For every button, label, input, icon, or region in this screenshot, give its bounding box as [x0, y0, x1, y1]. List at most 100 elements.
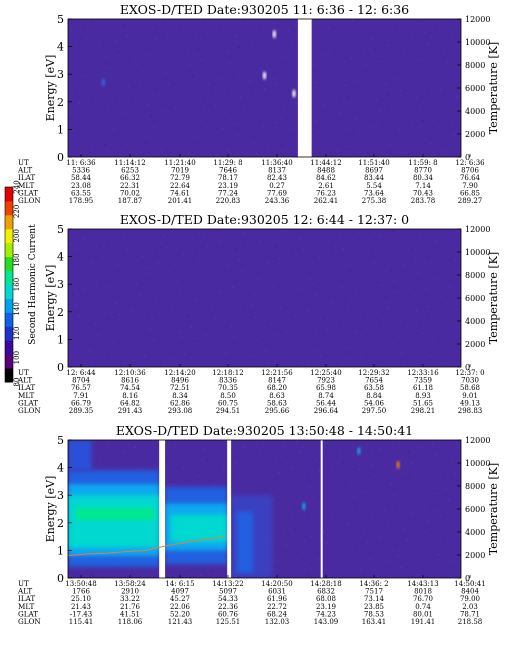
noise-pixel — [251, 92, 254, 94]
noise-pixel — [109, 116, 112, 119]
noise-pixel — [203, 448, 205, 450]
noise-pixel — [391, 444, 394, 446]
noise-pixel — [373, 475, 376, 478]
noise-pixel — [280, 144, 282, 146]
noise-pixel — [454, 472, 456, 474]
row-value: 41.51 — [120, 610, 140, 618]
noise-pixel — [285, 330, 288, 332]
noise-pixel — [201, 59, 203, 61]
noise-pixel — [228, 150, 230, 152]
noise-pixel — [407, 451, 410, 453]
noise-pixel — [247, 244, 249, 246]
noise-pixel — [225, 477, 228, 480]
noise-pixel — [269, 273, 271, 276]
noise-pixel — [221, 127, 224, 130]
row-value: 8770 — [414, 167, 432, 175]
noise-pixel — [294, 528, 297, 531]
noise-pixel — [304, 562, 307, 565]
noise-pixel — [356, 293, 358, 295]
spectrogram-background — [68, 229, 461, 367]
noise-pixel — [283, 444, 286, 447]
noise-pixel — [347, 96, 350, 98]
noise-pixel — [120, 151, 122, 153]
noise-pixel — [387, 94, 390, 96]
noise-pixel — [348, 358, 351, 361]
noise-pixel — [312, 497, 314, 499]
noise-pixel — [410, 124, 412, 126]
noise-pixel — [230, 325, 233, 327]
colorbar-label: Second Harmonic Current — [28, 224, 38, 345]
colorbar-tick-label: 200 — [13, 229, 21, 242]
noise-pixel — [194, 463, 196, 465]
plot-area — [68, 19, 461, 157]
noise-pixel — [369, 552, 371, 554]
noise-pixel — [281, 56, 284, 58]
colorbar-segment — [5, 326, 13, 341]
panels: EXOS-D/TED Date:930205 11: 6:36 - 12: 6:… — [17, 2, 500, 626]
noise-pixel — [421, 332, 424, 335]
noise-pixel — [266, 262, 268, 264]
noise-pixel — [255, 442, 258, 444]
row-value: 11:36:40 — [261, 159, 292, 167]
noise-pixel — [330, 466, 332, 468]
noise-pixel — [183, 567, 186, 569]
y-tick-label: 2 — [57, 96, 64, 109]
noise-pixel — [408, 287, 410, 289]
noise-pixel — [401, 140, 403, 142]
y2-tick-label: 4000 — [465, 317, 485, 326]
noise-pixel — [72, 293, 74, 295]
noise-pixel — [459, 107, 461, 109]
noise-pixel — [232, 73, 235, 76]
noise-pixel — [296, 364, 298, 366]
noise-pixel — [440, 88, 442, 90]
noise-pixel — [81, 277, 83, 279]
row-value: 25.10 — [71, 595, 91, 603]
noise-pixel — [213, 482, 216, 484]
noise-pixel — [427, 305, 430, 308]
noise-pixel — [69, 331, 71, 333]
noise-pixel — [182, 468, 184, 470]
noise-pixel — [91, 361, 94, 363]
noise-pixel — [266, 476, 268, 478]
row-label: GLON — [18, 406, 41, 415]
noise-pixel — [85, 338, 88, 340]
row-value: 45.27 — [170, 595, 190, 603]
intensity-spot — [302, 502, 306, 511]
row-value: 68.24 — [267, 610, 288, 618]
row-value: 78.17 — [218, 174, 238, 182]
noise-pixel — [276, 346, 279, 348]
noise-pixel — [424, 508, 426, 510]
row-value: 0.27 — [269, 182, 285, 190]
row-value: 9.01 — [462, 392, 478, 400]
noise-pixel — [285, 544, 288, 546]
noise-pixel — [439, 515, 441, 517]
noise-pixel — [359, 255, 361, 257]
noise-pixel — [275, 83, 278, 85]
noise-pixel — [166, 34, 169, 36]
noise-pixel — [408, 74, 411, 76]
noise-pixel — [71, 30, 73, 32]
noise-pixel — [451, 247, 454, 249]
y2-tick-label: 10000 — [465, 248, 490, 257]
noise-pixel — [358, 468, 361, 471]
intensity-spot — [292, 89, 296, 98]
noise-pixel — [223, 302, 225, 304]
noise-pixel — [427, 519, 429, 522]
noise-pixel — [367, 239, 370, 241]
intensity-spot — [272, 30, 276, 39]
noise-pixel — [238, 46, 240, 49]
noise-pixel — [197, 475, 199, 477]
row-value: 289.35 — [69, 407, 94, 415]
noise-pixel — [319, 43, 321, 45]
noise-pixel — [117, 51, 119, 53]
noise-pixel — [81, 114, 84, 116]
noise-pixel — [423, 244, 425, 246]
noise-pixel — [315, 459, 317, 461]
noise-pixel — [411, 463, 413, 465]
y-tick-label: 0 — [57, 151, 64, 164]
row-label: GLAT — [18, 398, 38, 407]
noise-pixel — [215, 229, 218, 232]
noise-pixel — [411, 249, 413, 251]
y-tick-label: 5 — [57, 434, 64, 447]
noise-pixel — [388, 357, 391, 359]
